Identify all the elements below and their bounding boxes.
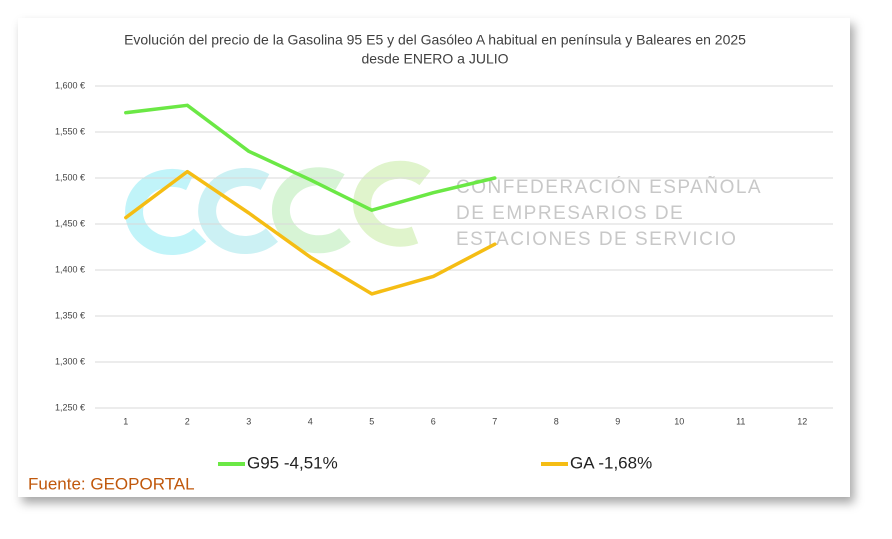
x-tick-label: 8 [554, 416, 559, 426]
x-tick-label: 2 [185, 416, 190, 426]
chart-subtitle: desde ENERO a JULIO [361, 51, 508, 67]
x-tick-label: 7 [492, 416, 497, 426]
series-line [124, 169, 497, 296]
card [18, 18, 850, 497]
y-tick-label: 1,600 € [55, 80, 85, 90]
y-tick-label: 1,550 € [55, 126, 85, 136]
legend-label: G95 -4,51% [247, 453, 338, 472]
chart-title: Evolución del precio de la Gasolina 95 E… [124, 32, 746, 48]
legend-label: GA -1,68% [570, 453, 652, 472]
y-tick-label: 1,250 € [55, 402, 85, 412]
y-tick-label: 1,400 € [55, 264, 85, 274]
x-tick-label: 9 [615, 416, 620, 426]
y-tick-label: 1,450 € [55, 218, 85, 228]
x-tick-label: 4 [308, 416, 313, 426]
x-tick-label: 10 [674, 416, 684, 426]
source: Fuente: GEOPORTAL [28, 474, 195, 493]
x-tick-label: 3 [246, 416, 251, 426]
x-tick-label: 12 [797, 416, 807, 426]
y-tick-label: 1,300 € [55, 356, 85, 366]
x-tick-label: 6 [431, 416, 436, 426]
x-tick-label: 5 [369, 416, 374, 426]
watermark: CONFEDERACIÓN ESPAÑOLA [456, 176, 762, 198]
y-tick-label: 1,500 € [55, 172, 85, 182]
x-tick-label: 11 [736, 416, 745, 426]
series-line [124, 103, 497, 212]
x-tick-label: 1 [123, 416, 128, 426]
watermark: ESTACIONES DE SERVICIO [456, 229, 737, 250]
watermark: DE EMPRESARIOS DE [456, 203, 684, 224]
y-tick-label: 1,350 € [55, 310, 85, 320]
